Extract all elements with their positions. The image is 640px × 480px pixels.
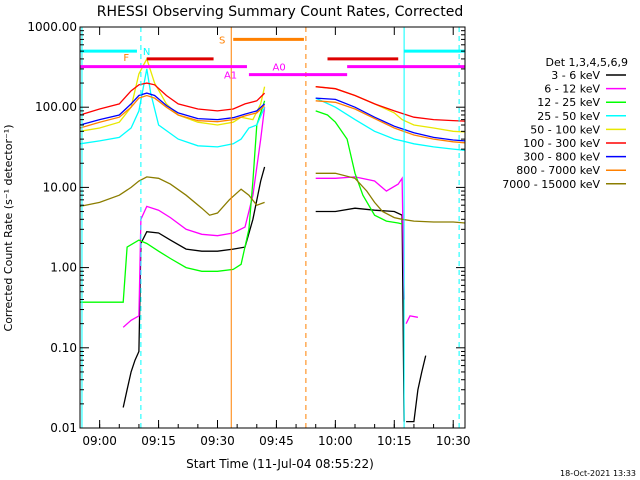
- y-tick-label-2: 10.00: [43, 180, 77, 194]
- footer-date: 18-Oct-2021 13:33: [560, 469, 636, 478]
- series-3-segment-1: [315, 97, 466, 151]
- legend-label-7: 800 - 7000 keV: [516, 164, 600, 177]
- legend-label-2: 12 - 25 keV: [537, 96, 600, 109]
- x-tick-label-1: 09:15: [141, 434, 176, 448]
- x-tick-label-2: 09:30: [200, 434, 235, 448]
- axes: 09:00 09:15 09:30 09:45 10:00 10:15 10:30 1000.…: [27, 20, 470, 448]
- y-tick-label-5: 0.01: [50, 421, 77, 435]
- flag-label-0: N: [143, 47, 150, 58]
- series-5-segment-1: [315, 86, 466, 122]
- series-1-segment-0: [122, 107, 266, 328]
- series-0-segment-2: [406, 355, 427, 423]
- legend-label-8: 7000 - 15000 keV: [502, 178, 600, 191]
- y-tick-label-1: 100.00: [35, 100, 77, 114]
- series-8-segment-0: [79, 176, 265, 216]
- x-tick-label-5: 10:15: [377, 434, 412, 448]
- flag-label-5: A1: [224, 71, 237, 82]
- flag-label-1: F: [123, 53, 129, 64]
- x-tick-label-0: 09:00: [82, 434, 117, 448]
- x-axis-label: Start Time (11-Jul-04 08:55:22): [186, 457, 374, 471]
- series-8-segment-1: [315, 172, 466, 224]
- flag-bars: N F S A0 A1: [80, 35, 465, 82]
- series-5-segment-0: [79, 82, 266, 116]
- y-tick-label-4: 0.10: [50, 341, 77, 355]
- series-3-segment-0: [79, 68, 266, 148]
- y-tick-label-3: 1.00: [50, 261, 77, 275]
- x-tick-label-3: 09:45: [259, 434, 294, 448]
- y-axis-label: Corrected Count Rate (s⁻¹ detector⁻¹): [2, 125, 15, 332]
- legend-label-5: 100 - 300 keV: [523, 137, 600, 150]
- y-tick-label-0: 1000.00: [27, 20, 77, 34]
- legend-label-0: 3 - 6 keV: [551, 69, 600, 82]
- series-6-segment-1: [315, 97, 466, 142]
- plot-frame: [79, 26, 466, 429]
- legend-label-1: 6 - 12 keV: [544, 83, 600, 96]
- legend-label-6: 300 - 800 keV: [523, 151, 600, 164]
- series-7-segment-1: [315, 100, 466, 144]
- series-1-segment-1: [315, 176, 405, 300]
- series-2-segment-0: [80, 100, 266, 303]
- chart-title: RHESSI Observing Summary Count Rates, Co…: [97, 4, 463, 20]
- series-0-segment-0: [122, 166, 266, 408]
- series-2-segment-1: [315, 110, 403, 225]
- x-tick-label-4: 10:00: [318, 434, 353, 448]
- series-0-segment-1: [315, 207, 405, 422]
- legend-label-3: 25 - 50 keV: [537, 110, 600, 123]
- flag-label-4: A0: [273, 63, 286, 74]
- flag-label-3: S: [219, 35, 225, 46]
- series-6-segment-0: [79, 92, 266, 126]
- x-tick-label-6: 10:30: [436, 434, 471, 448]
- series-7-segment-0: [79, 94, 266, 129]
- plot-lines: [79, 27, 466, 428]
- legend-header: Det 1,3,4,5,6,9: [545, 56, 628, 69]
- series-1-segment-2: [405, 315, 419, 324]
- legend-label-4: 50 - 100 keV: [530, 123, 600, 136]
